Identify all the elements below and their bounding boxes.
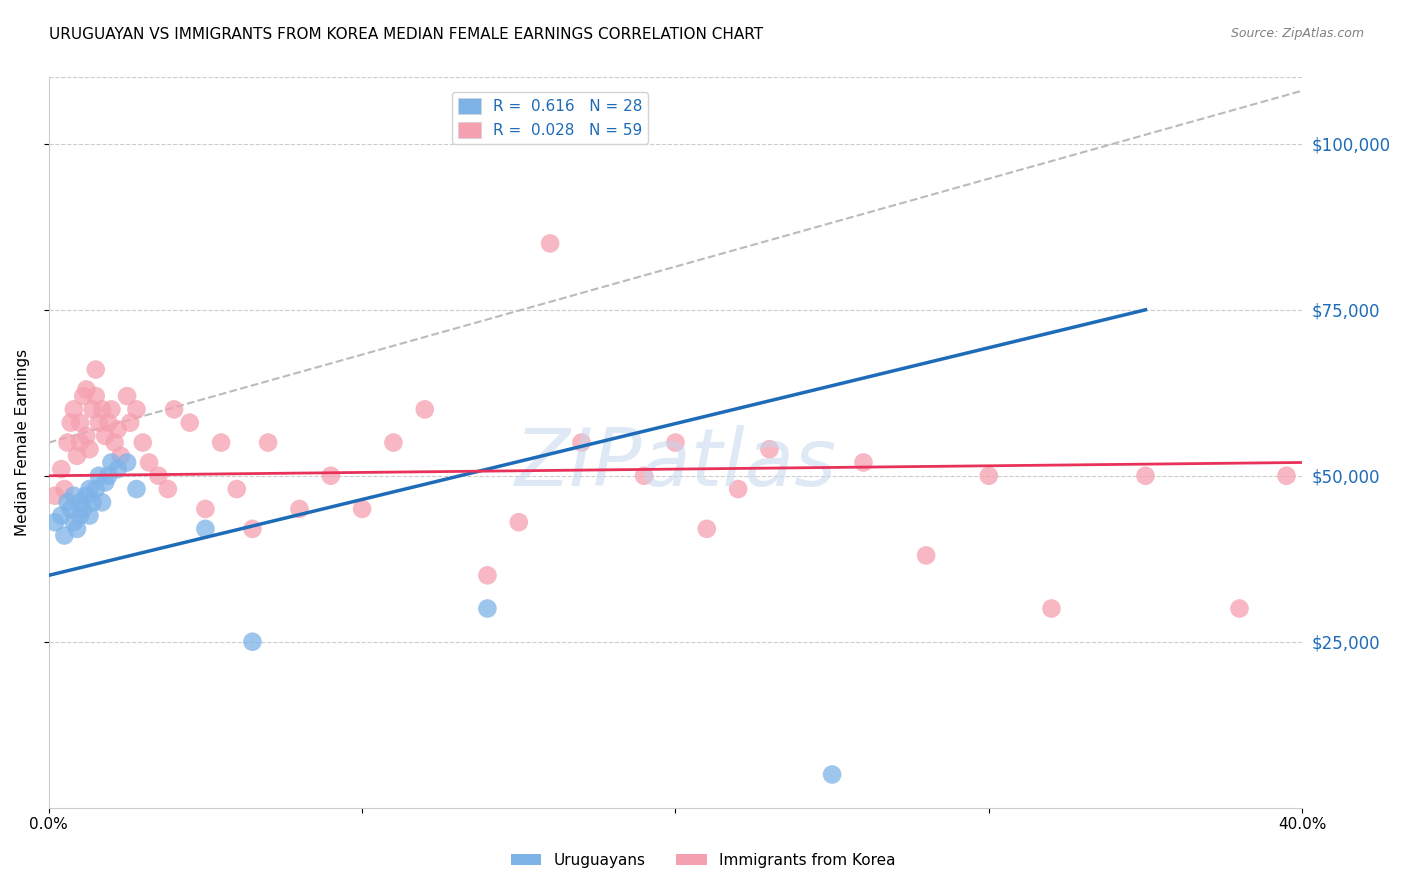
Point — [1040, 601, 1063, 615]
Point — [125, 482, 148, 496]
Point — [66, 449, 89, 463]
Point — [53, 528, 76, 542]
Point — [79, 508, 101, 523]
Point — [225, 482, 247, 496]
Point — [94, 475, 117, 490]
Point — [664, 435, 686, 450]
Point — [84, 389, 107, 403]
Legend: Uruguayans, Immigrants from Korea: Uruguayans, Immigrants from Korea — [505, 847, 901, 873]
Point — [242, 634, 264, 648]
Point — [63, 515, 86, 529]
Legend: R =  0.616   N = 28, R =  0.028   N = 59: R = 0.616 N = 28, R = 0.028 N = 59 — [451, 93, 648, 145]
Point — [148, 468, 170, 483]
Point — [97, 416, 120, 430]
Point — [69, 416, 91, 430]
Point — [100, 455, 122, 469]
Point — [696, 522, 718, 536]
Point — [1275, 468, 1298, 483]
Point — [103, 435, 125, 450]
Point — [257, 435, 280, 450]
Point — [242, 522, 264, 536]
Point — [977, 468, 1000, 483]
Point — [75, 489, 97, 503]
Point — [72, 502, 94, 516]
Point — [94, 429, 117, 443]
Point — [1135, 468, 1157, 483]
Point — [87, 468, 110, 483]
Point — [156, 482, 179, 496]
Text: URUGUAYAN VS IMMIGRANTS FROM KOREA MEDIAN FEMALE EARNINGS CORRELATION CHART: URUGUAYAN VS IMMIGRANTS FROM KOREA MEDIA… — [49, 27, 763, 42]
Point — [44, 489, 66, 503]
Point — [100, 402, 122, 417]
Point — [194, 522, 217, 536]
Point — [66, 522, 89, 536]
Point — [44, 515, 66, 529]
Point — [91, 495, 114, 509]
Point — [59, 502, 82, 516]
Point — [821, 767, 844, 781]
Point — [53, 482, 76, 496]
Point — [194, 502, 217, 516]
Point — [477, 568, 499, 582]
Point — [132, 435, 155, 450]
Point — [319, 468, 342, 483]
Point — [727, 482, 749, 496]
Point — [79, 482, 101, 496]
Point — [97, 468, 120, 483]
Text: Source: ZipAtlas.com: Source: ZipAtlas.com — [1230, 27, 1364, 40]
Point — [382, 435, 405, 450]
Point — [79, 442, 101, 457]
Point — [110, 449, 132, 463]
Point — [107, 462, 129, 476]
Point — [82, 402, 104, 417]
Point — [75, 429, 97, 443]
Point — [209, 435, 232, 450]
Point — [352, 502, 374, 516]
Point — [138, 455, 160, 469]
Point — [571, 435, 593, 450]
Point — [69, 495, 91, 509]
Point — [163, 402, 186, 417]
Point — [51, 462, 73, 476]
Point — [125, 402, 148, 417]
Point — [179, 416, 201, 430]
Point — [538, 236, 561, 251]
Point — [82, 495, 104, 509]
Point — [69, 508, 91, 523]
Point — [413, 402, 436, 417]
Point — [69, 435, 91, 450]
Point — [91, 402, 114, 417]
Point — [56, 495, 79, 509]
Point — [852, 455, 875, 469]
Point — [84, 362, 107, 376]
Point — [288, 502, 311, 516]
Point — [115, 455, 138, 469]
Text: ZIPatlas: ZIPatlas — [515, 425, 837, 503]
Point — [115, 389, 138, 403]
Point — [72, 389, 94, 403]
Y-axis label: Median Female Earnings: Median Female Earnings — [15, 349, 30, 536]
Point — [75, 383, 97, 397]
Point — [477, 601, 499, 615]
Point — [84, 482, 107, 496]
Point — [107, 422, 129, 436]
Point — [120, 416, 142, 430]
Point — [508, 515, 530, 529]
Point — [1229, 601, 1251, 615]
Point — [63, 489, 86, 503]
Point — [758, 442, 780, 457]
Point — [915, 549, 938, 563]
Point — [87, 416, 110, 430]
Point — [63, 402, 86, 417]
Point — [633, 468, 655, 483]
Point — [51, 508, 73, 523]
Point — [59, 416, 82, 430]
Point — [56, 435, 79, 450]
